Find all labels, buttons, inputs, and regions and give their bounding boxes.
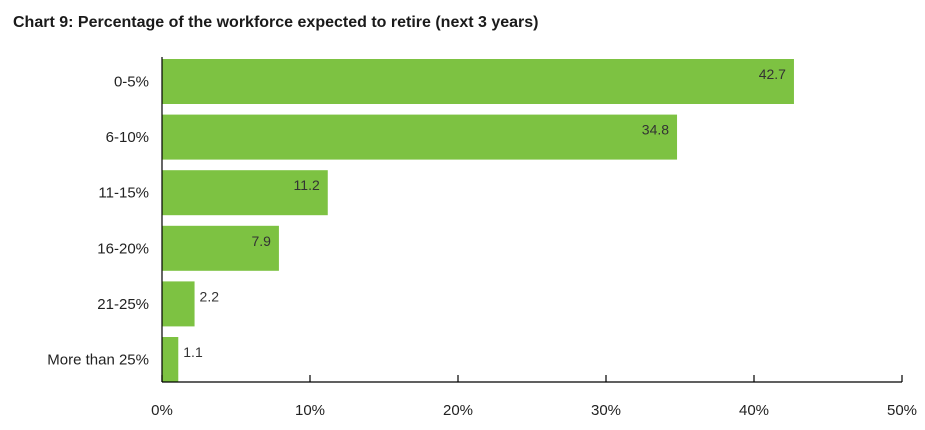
x-tick-label-6: 50% (887, 402, 917, 419)
axis-layer: 0% 10% 20% 30% 40% 50% (151, 57, 917, 419)
category-label-4: 16-20% (97, 240, 149, 257)
bar-3 (162, 170, 328, 216)
data-label-2: 34.8 (642, 122, 669, 138)
bar-2 (162, 114, 678, 160)
category-label-1: 0-5% (114, 74, 149, 91)
x-tick-label-1: 0% (151, 402, 173, 419)
bar-6 (162, 337, 179, 382)
chart-title: Chart 9: Percentage of the workforce exp… (13, 14, 539, 31)
category-label-6: More than 25% (47, 352, 149, 369)
data-label-4: 7.9 (251, 233, 271, 249)
category-label-5: 21-25% (97, 296, 149, 313)
data-label-6: 1.1 (183, 344, 203, 360)
bars-layer: 0-5% 42.7 6-10% 34.8 11-15% 11.2 16-20% 7.9 21-2… (47, 59, 794, 382)
x-tick-label-2: 10% (295, 402, 325, 419)
x-tick-label-4: 30% (591, 402, 621, 419)
bar-1 (162, 59, 794, 104)
data-label-5: 2.2 (200, 288, 220, 304)
category-label-3: 11-15% (98, 185, 149, 202)
x-tick-label-3: 20% (443, 402, 473, 419)
bar-4 (162, 225, 279, 271)
category-label-2: 6-10% (106, 129, 149, 146)
x-tick-label-5: 40% (739, 402, 769, 419)
data-label-1: 42.7 (759, 66, 786, 82)
bar-5 (162, 281, 195, 327)
data-label-3: 11.2 (294, 177, 320, 193)
